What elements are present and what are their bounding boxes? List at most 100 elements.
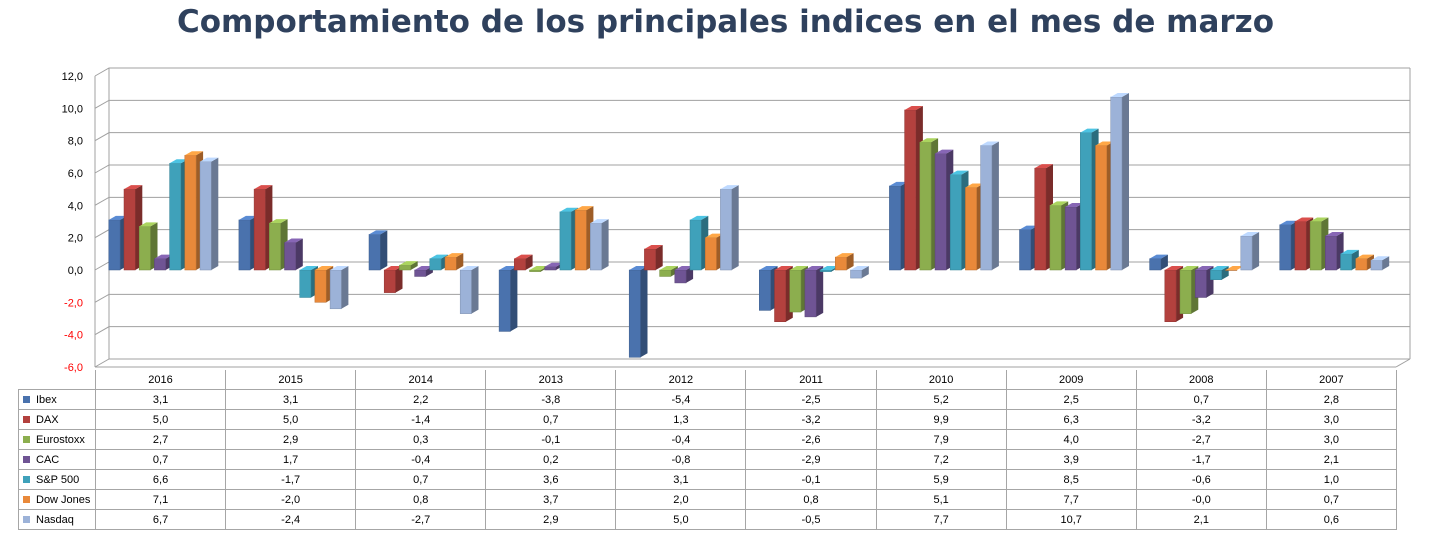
x-tick-label: 2011 [745, 370, 877, 390]
bar-side-face [380, 230, 388, 270]
bar-side-face [395, 266, 403, 293]
bar-side-face [655, 244, 663, 270]
bar-front-face [674, 269, 687, 284]
bar-top-face [429, 254, 449, 259]
bar-side-face [861, 266, 869, 279]
bar-top-face [789, 266, 808, 270]
bar-side-face [1252, 232, 1260, 270]
bar-front-face [154, 258, 166, 271]
bar-front-face [514, 258, 526, 271]
bar-front-face [1110, 96, 1123, 271]
bar-side-face [846, 253, 854, 270]
bar-top-face [904, 105, 923, 110]
data-label: -1,7 [1135, 449, 1267, 470]
floor-right-edge [1395, 358, 1411, 368]
bar-front-face [1210, 269, 1222, 280]
bar-top-face [1370, 256, 1390, 261]
bar-front-face [850, 269, 863, 279]
bar [1370, 256, 1390, 271]
bar-top-face [1210, 266, 1229, 270]
bar-top-face [935, 149, 954, 154]
bar-top-face [154, 254, 173, 259]
data-label: 3,1 [225, 389, 357, 410]
y-tick-label: 0,0 [68, 265, 83, 277]
bar-top-face [759, 266, 778, 270]
legend-entry: CAC [18, 449, 96, 470]
bar-top-face [269, 219, 288, 224]
bar [329, 266, 349, 310]
bar-front-face [1194, 269, 1207, 298]
legend-entry: Nasdaq [18, 509, 96, 530]
bar-front-face [1309, 221, 1322, 271]
legend-swatch [23, 436, 30, 444]
bar-top-face [774, 266, 793, 270]
data-label: -2,9 [745, 449, 877, 470]
data-label: 3,7 [485, 489, 617, 510]
data-label: 3,0 [1265, 429, 1397, 450]
bar-top-face [1340, 249, 1359, 254]
bar-front-face [919, 142, 932, 271]
legend-swatch [23, 396, 30, 404]
bar [284, 238, 303, 271]
bar-front-face [644, 248, 656, 271]
bar-front-face [934, 153, 947, 271]
data-label: 5,0 [225, 409, 357, 430]
data-label: 10,7 [1005, 509, 1137, 530]
bar-front-face [835, 256, 847, 271]
bar-front-face [1179, 269, 1192, 314]
legend-label: DAX [36, 413, 59, 426]
x-tick-label: 2012 [615, 370, 747, 390]
bar-front-face [284, 242, 297, 271]
data-label: -2,7 [1135, 429, 1267, 450]
bar-top-face [124, 185, 143, 190]
bar [835, 253, 854, 271]
bar-top-face [108, 215, 128, 220]
data-label: 0,7 [485, 409, 617, 430]
bar-front-face [1034, 167, 1047, 271]
bar-top-face [399, 261, 418, 266]
bar-top-face [965, 183, 984, 188]
bar-series [108, 93, 1390, 358]
bar-side-face [816, 266, 824, 317]
data-label: -2,6 [745, 429, 877, 450]
y-tick-label: 8,0 [68, 136, 83, 148]
bar-top-face [889, 181, 908, 186]
data-label: 2,5 [1005, 389, 1137, 410]
bar-side-face [211, 157, 219, 270]
bar-front-face [529, 269, 542, 272]
data-label: 7,9 [875, 429, 1007, 450]
bar-side-face [991, 141, 999, 270]
data-label: 0,6 [1265, 509, 1397, 530]
data-label: -0,6 [1135, 469, 1267, 490]
bar [720, 185, 739, 271]
bar [804, 266, 824, 318]
data-label: 1,3 [615, 409, 747, 430]
data-label: 0,7 [355, 469, 487, 490]
bar-front-face [368, 234, 381, 271]
bar-top-face [1095, 141, 1114, 146]
legend-label: Dow Jones [36, 493, 91, 506]
bar-top-face [460, 266, 479, 270]
bar-top-face [690, 215, 709, 220]
data-label: -2,7 [355, 509, 487, 530]
bar [399, 261, 418, 271]
bar-front-face [544, 266, 557, 271]
bar-front-face [444, 256, 457, 271]
legend-label: Ibex [36, 393, 57, 406]
bar-front-face [269, 222, 281, 271]
data-label: 9,9 [875, 409, 1007, 430]
bar-top-face [1180, 266, 1199, 270]
gridline [94, 164, 1410, 174]
bar [368, 230, 388, 271]
gridline [94, 67, 1410, 77]
bar-top-face [1195, 266, 1214, 270]
legend-swatch [23, 496, 30, 504]
bar-top-face [1294, 217, 1314, 222]
bar-top-face [314, 266, 334, 270]
gridline [94, 99, 1410, 109]
bar-front-face [1294, 221, 1307, 271]
bar-top-face [200, 157, 219, 162]
bar-front-face [1149, 258, 1162, 271]
bar-front-face [1325, 235, 1337, 271]
bar-top-face [644, 244, 663, 249]
